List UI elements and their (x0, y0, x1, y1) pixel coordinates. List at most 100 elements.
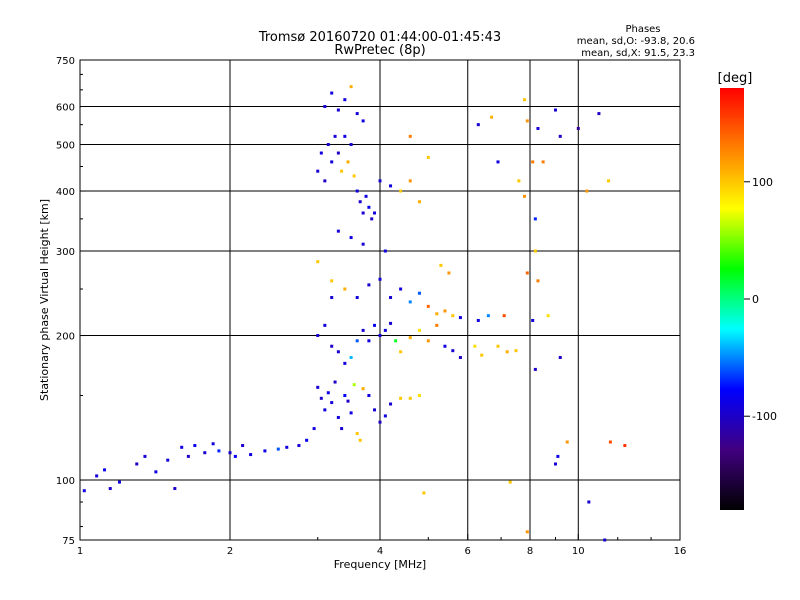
y-tick-label: 75 (62, 536, 75, 547)
chart-subtitle: RwPretec (8p) (334, 43, 425, 58)
data-point (154, 470, 158, 474)
y-tick-label: 750 (56, 56, 75, 67)
data-point (336, 151, 340, 155)
data-point (417, 394, 421, 398)
data-point (135, 462, 139, 466)
data-point (523, 194, 527, 198)
data-point (525, 530, 529, 534)
data-point (585, 189, 589, 193)
data-point (355, 189, 359, 193)
y-tick-label: 300 (56, 247, 75, 258)
x-tick-label: 1 (77, 546, 83, 557)
data-point (399, 287, 403, 291)
data-point (349, 236, 353, 240)
data-point (367, 205, 371, 209)
data-point (312, 427, 316, 431)
data-point (82, 489, 86, 493)
data-point (352, 383, 356, 387)
data-point (319, 151, 323, 155)
data-point (326, 391, 330, 395)
data-point (361, 119, 365, 123)
x-tick-label: 8 (527, 546, 533, 557)
data-point (373, 408, 377, 412)
data-point (367, 283, 371, 287)
data-point (285, 445, 289, 449)
data-point (370, 217, 374, 221)
data-point (439, 263, 443, 267)
data-point (447, 271, 451, 275)
data-point (367, 339, 371, 343)
data-point (346, 399, 350, 403)
data-point (533, 367, 537, 371)
data-point (249, 453, 253, 457)
data-point (173, 487, 177, 491)
data-point (426, 155, 430, 159)
data-point (193, 444, 197, 448)
x-axis-ticks: 1 2 4 6 8 10 16 (77, 534, 687, 557)
y-tick-label: 500 (56, 141, 75, 152)
stats-line-o: mean, sd,O: -93.8, 20.6 (577, 36, 695, 47)
data-point (336, 415, 340, 419)
data-point (358, 200, 362, 204)
data-point (399, 350, 403, 354)
data-point (358, 438, 362, 442)
data-point (323, 179, 327, 183)
data-point (408, 300, 412, 304)
data-point (417, 200, 421, 204)
data-point (316, 260, 320, 264)
data-point (608, 440, 612, 444)
data-point (533, 217, 537, 221)
data-point (203, 451, 207, 455)
data-point (443, 344, 447, 348)
data-point (523, 98, 527, 102)
data-point (408, 336, 412, 340)
data-point (458, 316, 462, 320)
data-point (333, 134, 337, 138)
colorbar: [deg] 100 0 -100 (718, 71, 777, 510)
data-point (330, 91, 334, 95)
colorbar-tick-label: 0 (752, 293, 759, 306)
data-point (340, 169, 344, 173)
data-point (389, 296, 393, 300)
data-point (473, 344, 477, 348)
y-axis-ticks: 75 100 200 300 400 500 600 750 (56, 56, 86, 547)
data-point (399, 396, 403, 400)
colorbar-ticks: 100 0 -100 (744, 176, 777, 423)
data-point (435, 312, 439, 316)
data-point (378, 277, 382, 281)
data-point (217, 449, 221, 453)
colorbar-tick-label: 100 (752, 176, 773, 189)
data-point (531, 160, 535, 164)
data-point (426, 339, 430, 343)
data-point (180, 445, 184, 449)
data-point (336, 229, 340, 233)
data-point (417, 328, 421, 332)
y-tick-label: 200 (56, 332, 75, 343)
data-point (143, 454, 147, 458)
data-point (525, 271, 529, 275)
data-point (373, 323, 377, 327)
data-point (95, 474, 99, 478)
data-point (340, 427, 344, 431)
data-point (323, 323, 327, 327)
data-point (336, 108, 340, 112)
plot-area: 1 2 4 6 8 10 16 75 100 200 300 400 500 600 750 (56, 56, 686, 557)
x-tick-label: 10 (572, 546, 585, 557)
data-point (422, 491, 426, 495)
data-point (394, 339, 398, 343)
data-point (343, 134, 347, 138)
x-tick-label: 2 (227, 546, 233, 557)
data-point (546, 314, 550, 318)
data-point (186, 454, 190, 458)
data-point (536, 126, 540, 130)
data-point (531, 318, 535, 322)
chart-title: Tromsø 20160720 01:44:00-01:45:43 (258, 30, 501, 45)
x-tick-label: 16 (674, 546, 687, 557)
data-point (408, 134, 412, 138)
data-point (330, 401, 334, 405)
colorbar-tick-label: -100 (752, 410, 777, 423)
data-point (326, 143, 330, 147)
y-tick-label: 600 (56, 103, 75, 114)
data-point (587, 500, 591, 504)
data-point (349, 143, 353, 147)
